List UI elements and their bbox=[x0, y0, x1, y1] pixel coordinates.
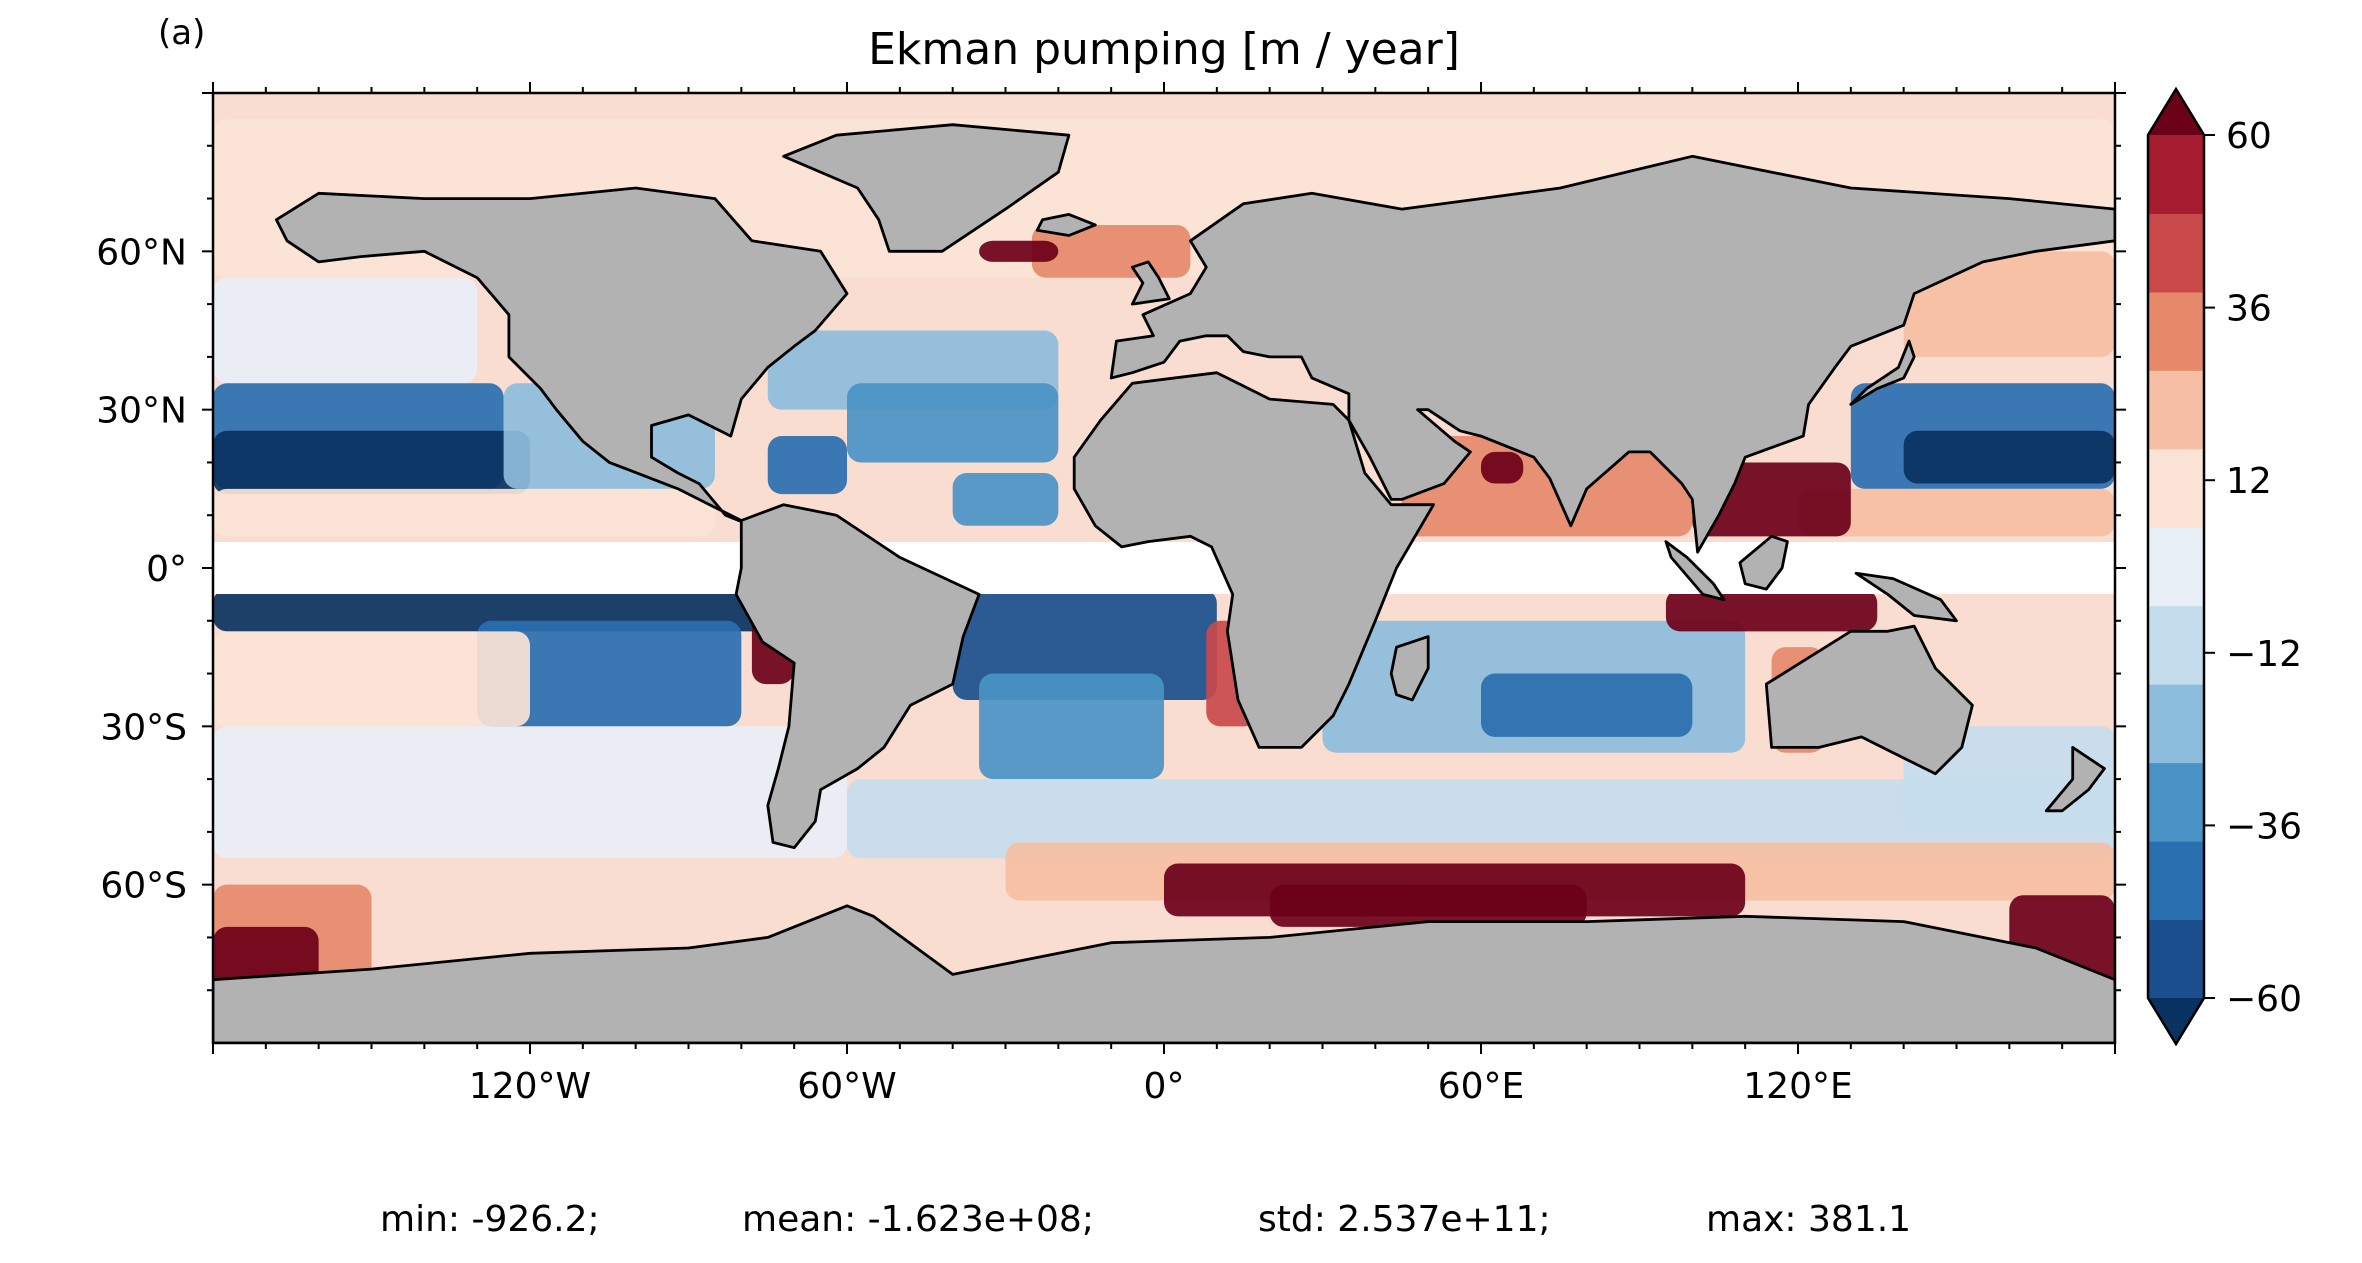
land-antarctica bbox=[213, 904, 2115, 1043]
land-great-britain bbox=[1130, 260, 1171, 306]
stat-std: std: 2.537e+11; bbox=[1258, 1199, 1551, 1240]
field-patch bbox=[979, 240, 1059, 262]
land-iceland bbox=[1035, 213, 1097, 237]
stat-min: min: -926.2; bbox=[380, 1199, 600, 1240]
colorbar-bin bbox=[2148, 291, 2204, 371]
colorbar-extend-max bbox=[2148, 89, 2204, 135]
field-patch bbox=[847, 383, 1059, 463]
land-new-guinea bbox=[1854, 571, 1958, 623]
panel-label: (a) bbox=[158, 13, 205, 53]
colorbar-bin bbox=[2148, 919, 2204, 999]
x-tick-label: 60°W bbox=[797, 1066, 896, 1107]
land-north-america bbox=[275, 186, 849, 528]
colorbar-tick-label: −36 bbox=[2226, 806, 2302, 847]
colorbar-bin bbox=[2148, 527, 2204, 607]
land-japan bbox=[1849, 339, 1916, 406]
map-area bbox=[213, 93, 2115, 1043]
colorbar-tick-label: 36 bbox=[2226, 289, 2272, 330]
land-australia bbox=[1764, 624, 1974, 776]
land-masses bbox=[213, 123, 2115, 1043]
colorbar-extend-min bbox=[2148, 998, 2204, 1044]
colorbar-bin bbox=[2148, 213, 2204, 293]
colorbar-bin bbox=[2148, 448, 2204, 528]
land-africa bbox=[1072, 371, 1435, 749]
field-patch bbox=[213, 726, 847, 859]
y-tick-label: 60°N bbox=[96, 232, 187, 273]
colorbar-tick-label: 12 bbox=[2226, 461, 2272, 502]
field-patch bbox=[213, 430, 530, 495]
colorbar: −60 −36 −12 12 36 60 bbox=[2146, 86, 2302, 1047]
field-patch bbox=[477, 620, 742, 727]
colorbar-tick-label: 60 bbox=[2226, 116, 2272, 157]
field-patch bbox=[952, 473, 1059, 526]
x-tick-label: 0° bbox=[1144, 1066, 1185, 1107]
x-axis: 120°W 60°W 0° 60°E 120°E bbox=[212, 82, 2116, 1107]
colorbar-bin bbox=[2148, 370, 2204, 450]
land-sumatra bbox=[1664, 540, 1726, 602]
map-title: Ekman pumping [m / year] bbox=[868, 24, 1460, 75]
field-patch bbox=[213, 631, 530, 727]
field-patch bbox=[1903, 251, 2115, 357]
x-tick-label: 120°E bbox=[1743, 1066, 1852, 1107]
y-tick-label: 0° bbox=[146, 549, 187, 590]
land-south-america bbox=[734, 503, 981, 850]
field-patch bbox=[979, 673, 1164, 780]
y-tick-label: 60°S bbox=[100, 866, 187, 907]
colorbar-bin bbox=[2148, 135, 2204, 214]
equatorial-gap bbox=[213, 542, 2115, 594]
field-patch bbox=[1481, 673, 1693, 737]
land-madagascar bbox=[1389, 635, 1430, 702]
colorbar-bin bbox=[2148, 762, 2204, 842]
land-greenland bbox=[782, 123, 1071, 253]
colorbar-bin bbox=[2148, 841, 2204, 921]
field-patch bbox=[213, 488, 715, 537]
field-patch bbox=[847, 779, 2115, 859]
land-new-zealand bbox=[2044, 746, 2106, 813]
field-patch bbox=[213, 277, 478, 384]
y-axis: 60°N 30°N 0° 30°S 60°S bbox=[96, 92, 2126, 992]
field-patch bbox=[952, 589, 1217, 700]
field-patch bbox=[1665, 589, 1878, 632]
field-patch bbox=[1903, 430, 2115, 484]
y-tick-label: 30°S bbox=[100, 707, 187, 748]
field-patch bbox=[767, 436, 847, 495]
field-patch bbox=[1798, 488, 2115, 537]
colorbar-tick-label: −12 bbox=[2226, 634, 2302, 675]
x-tick-label: 120°W bbox=[469, 1066, 591, 1107]
colorbar-tick-label: −60 bbox=[2226, 979, 2302, 1020]
field-patch bbox=[1269, 884, 1587, 927]
colorbar-bin bbox=[2148, 605, 2204, 685]
land-eurasia bbox=[1109, 154, 2115, 554]
stat-mean: mean: -1.623e+08; bbox=[742, 1199, 1094, 1240]
stats-line: min: -926.2; mean: -1.623e+08; std: 2.53… bbox=[380, 1199, 1911, 1240]
stat-max: max: 381.1 bbox=[1706, 1199, 1911, 1240]
colorbar-bin bbox=[2148, 684, 2204, 764]
y-tick-label: 30°N bbox=[96, 391, 187, 432]
x-tick-label: 60°E bbox=[1438, 1066, 1525, 1107]
land-borneo bbox=[1738, 534, 1789, 591]
field-patch bbox=[1481, 451, 1524, 484]
